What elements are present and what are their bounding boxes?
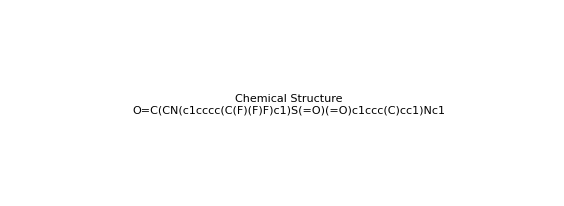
Text: Chemical Structure
O=C(CN(c1cccc(C(F)(F)F)c1)S(=O)(=O)c1ccc(C)cc1)Nc1: Chemical Structure O=C(CN(c1cccc(C(F)(F)… <box>133 93 446 115</box>
